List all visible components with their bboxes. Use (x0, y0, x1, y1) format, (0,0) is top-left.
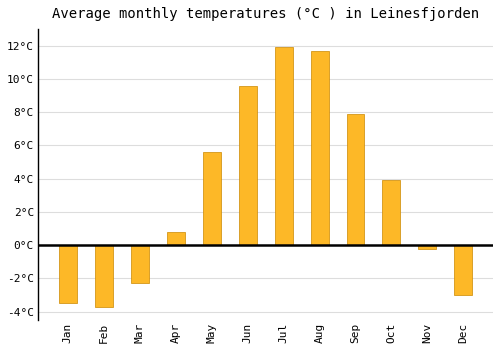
Bar (382, 180, 400, 245)
Bar (59, 245, 77, 303)
Bar (454, 245, 472, 295)
Bar (202, 152, 220, 245)
Bar (346, 114, 364, 245)
Bar (274, 47, 292, 245)
Bar (418, 245, 436, 248)
Bar (310, 51, 328, 245)
Bar (166, 232, 184, 245)
Bar (95, 245, 112, 307)
Title: Average monthly temperatures (°C ) in Leinesfjorden: Average monthly temperatures (°C ) in Le… (52, 7, 479, 21)
Bar (238, 86, 256, 245)
Bar (130, 245, 148, 284)
